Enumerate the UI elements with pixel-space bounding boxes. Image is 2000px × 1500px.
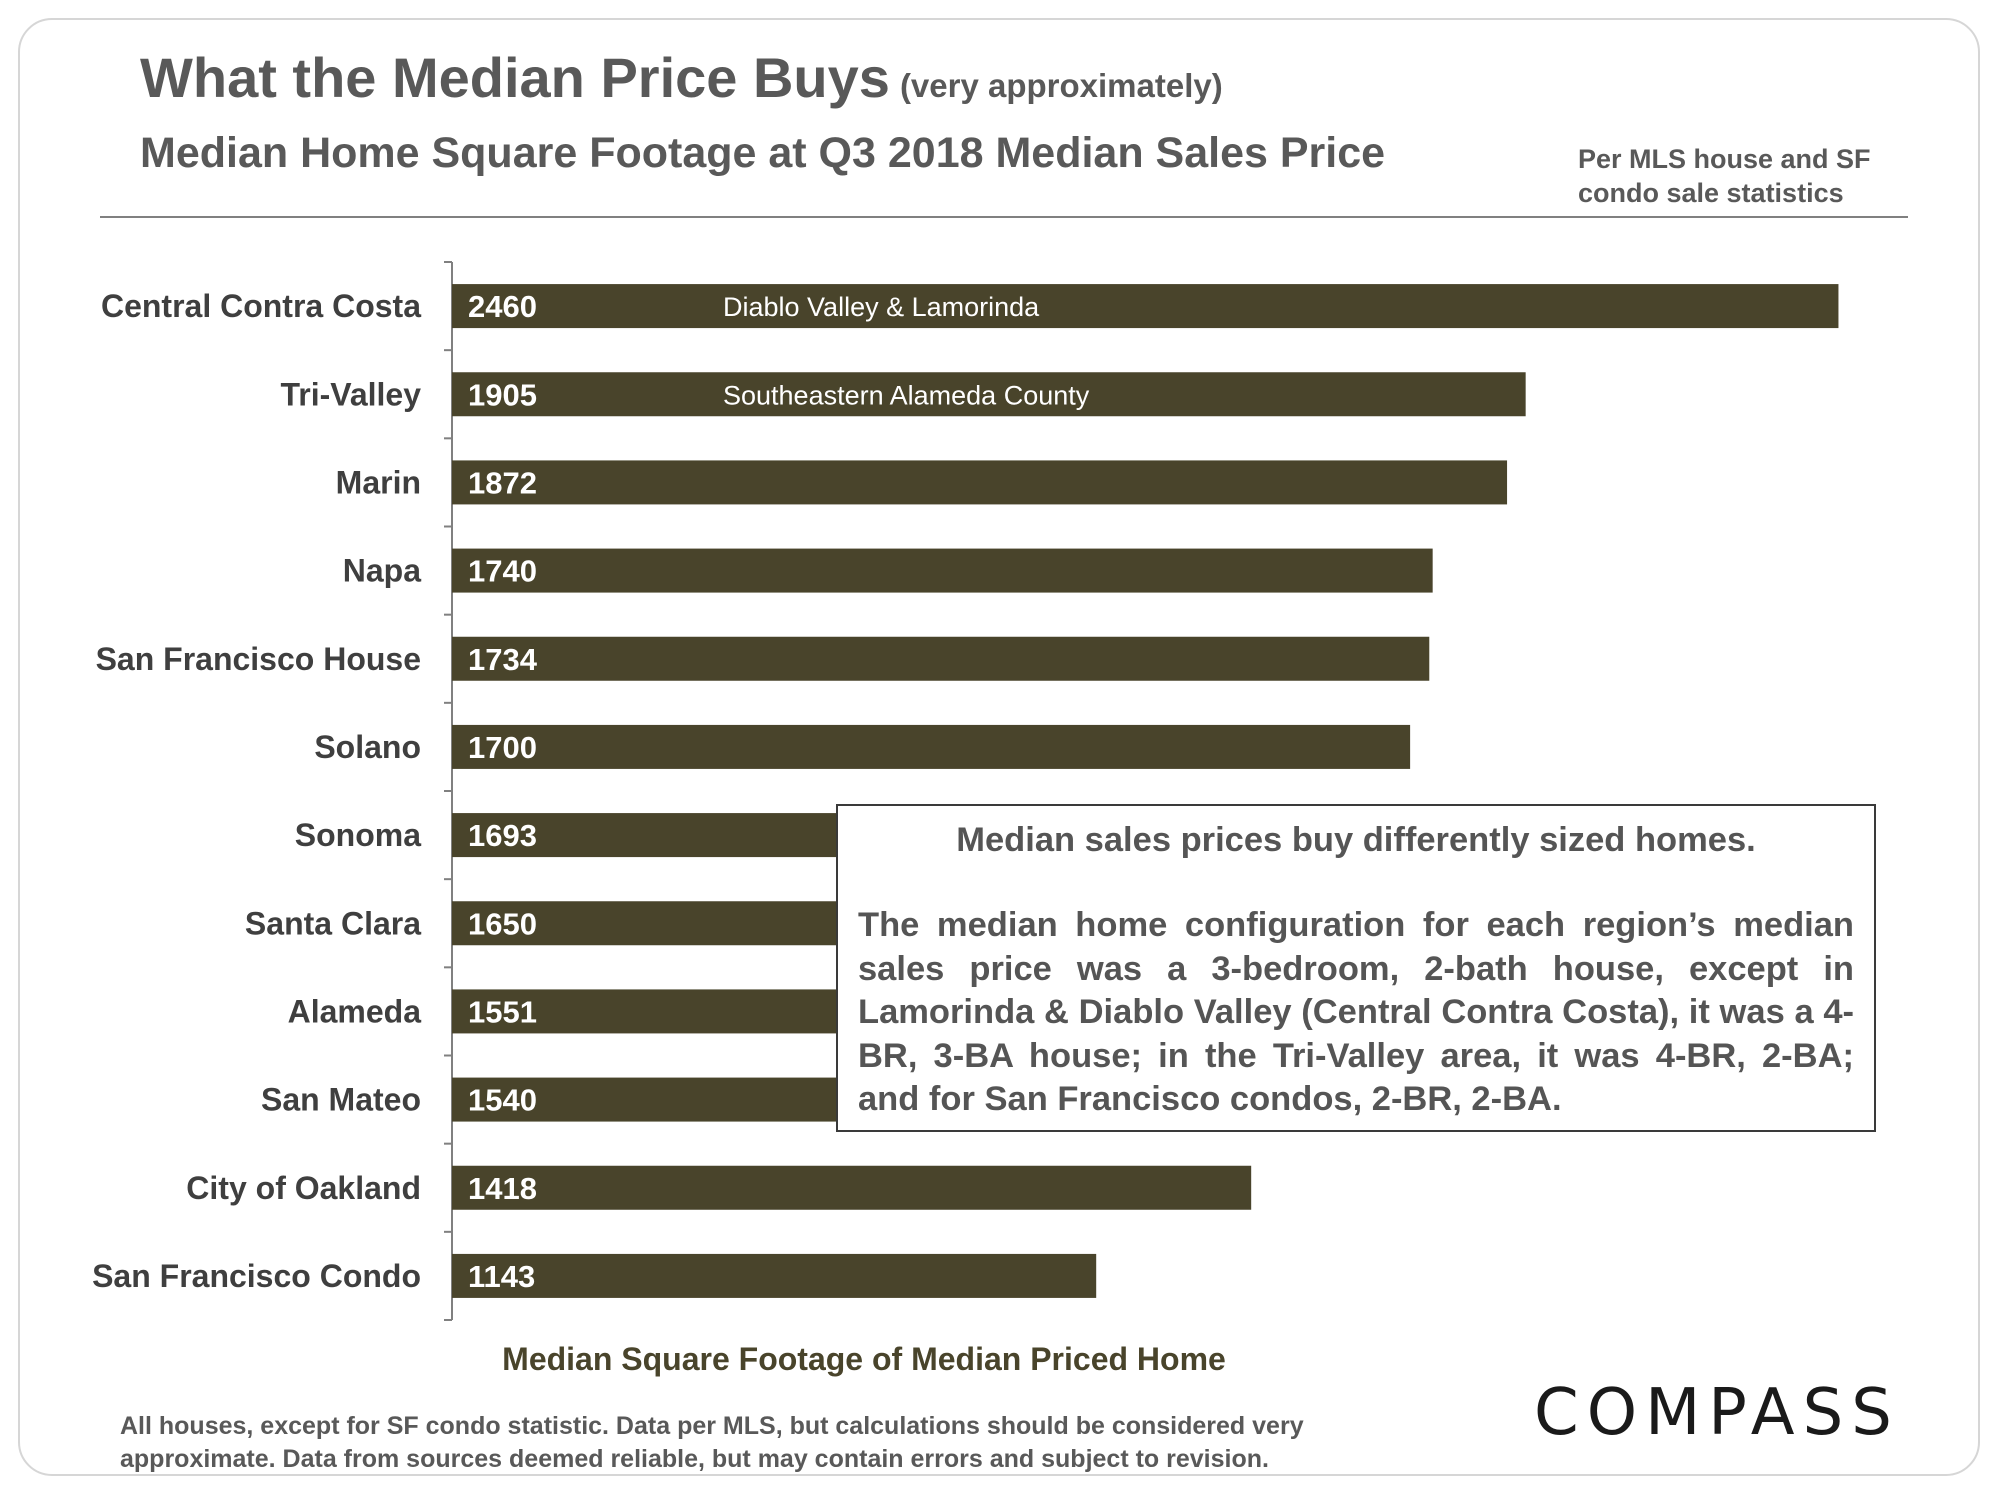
category-label: Napa	[343, 553, 421, 589]
category-label: Marin	[336, 464, 421, 500]
page-title: What the Median Price Buys (very approxim…	[140, 46, 1223, 118]
bar-value-label: 1551	[468, 994, 537, 1029]
category-label: San Mateo	[261, 1082, 421, 1118]
chart-axis	[444, 261, 453, 1321]
bar	[452, 372, 1526, 417]
bar	[452, 284, 1839, 329]
category-label: Alameda	[288, 993, 422, 1029]
bar	[452, 724, 1411, 769]
x-axis-title: Median Square Footage of Median Priced H…	[502, 1341, 1226, 1377]
callout-box: Median sales prices buy differently size…	[836, 804, 1876, 1132]
category-label: City of Oakland	[186, 1170, 421, 1206]
source-note: Per MLS house and SF condo sale statisti…	[1578, 144, 1871, 208]
bar-value-label: 1734	[468, 642, 538, 677]
bar-value-label: 1143	[468, 1259, 535, 1294]
category-label: Central Contra Costa	[101, 288, 421, 324]
bar	[452, 1165, 1252, 1210]
callout-headline: Median sales prices buy differently size…	[956, 821, 1756, 859]
bar-value-label: 1872	[468, 465, 537, 500]
bar	[452, 460, 1508, 505]
bar	[452, 1253, 1097, 1298]
bar-value-label: 1700	[468, 730, 537, 765]
category-label: Santa Clara	[245, 905, 421, 941]
bar-value-label: 1418	[468, 1171, 537, 1206]
category-label: San Francisco Condo	[92, 1258, 421, 1294]
bar	[452, 636, 1430, 681]
chart-subtitle: Median Home Square Footage at Q3 2018 Me…	[140, 129, 1386, 177]
bar-annotation: Diablo Valley & Lamorinda	[723, 292, 1040, 322]
title-main: What the Median Price Buys	[140, 46, 890, 109]
compass-logo: COMPASS	[1534, 1376, 1900, 1450]
header-divider	[100, 216, 1908, 218]
bar	[452, 548, 1433, 593]
bar-value-label: 1650	[468, 906, 537, 941]
footnote: All houses, except for SF condo statisti…	[120, 1412, 1304, 1473]
category-label: San Francisco House	[96, 641, 421, 677]
category-label: Solano	[314, 729, 421, 765]
bar-value-label: 2460	[468, 289, 537, 324]
bar-value-label: 1693	[468, 818, 537, 853]
chart-bars	[452, 284, 1839, 1298]
chart-labels: Central Contra Costa 2460 Diablo Valley & …	[92, 288, 1090, 1294]
callout-body: The median home configuration for each r…	[858, 906, 1854, 1118]
bar-annotation: Southeastern Alameda County	[723, 380, 1090, 410]
bar-value-label: 1905	[468, 377, 537, 412]
bar-value-label: 1540	[468, 1083, 537, 1118]
category-label: Sonoma	[295, 817, 421, 853]
title-qualifier: (very approximately)	[899, 67, 1223, 104]
category-label: Tri-Valley	[280, 376, 421, 412]
bar-value-label: 1740	[468, 554, 537, 589]
